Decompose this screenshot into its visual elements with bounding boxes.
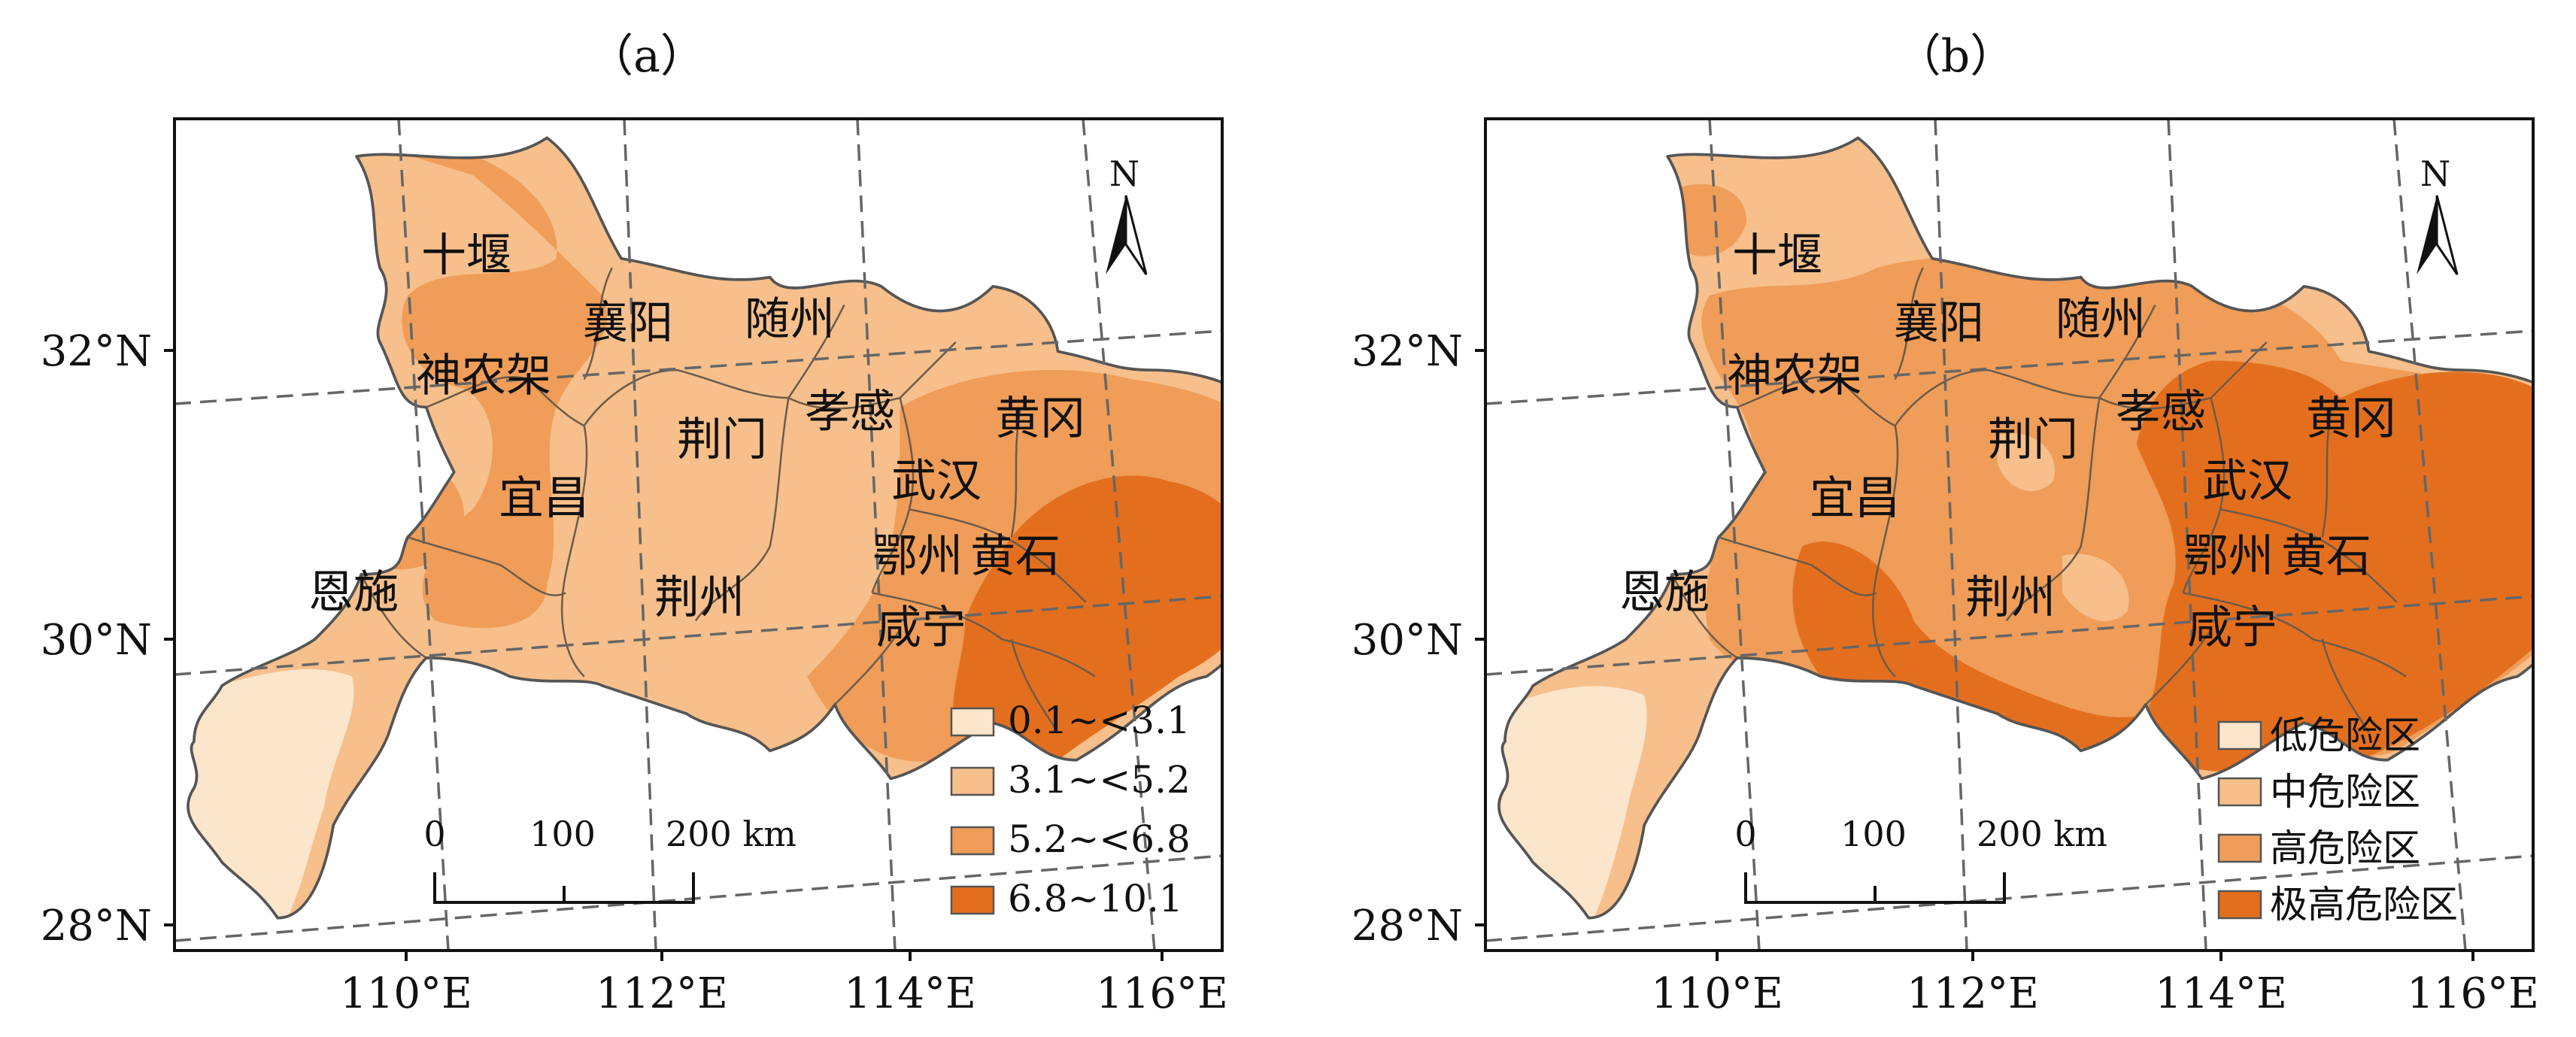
legend-label: 中危险区 xyxy=(2270,770,2420,814)
city-label: 随州 xyxy=(745,293,835,346)
legend-label: 6.8~10.1 xyxy=(1008,877,1183,920)
scale-label: 200 km xyxy=(666,814,796,854)
panel-b-city-labels: 十堰 襄阳 随州 神农架 孝感 黄冈 荆门 宜昌 武汉 恩施 鄂州 黄石 荆州 … xyxy=(1619,229,2396,654)
north-label: N xyxy=(1109,153,1139,194)
city-label: 十堰 xyxy=(421,229,511,282)
city-label: 黄石 xyxy=(2281,530,2371,583)
panel-a-frame xyxy=(173,117,1224,952)
lat-label: 32°N xyxy=(1352,327,1463,376)
panel-a-city-labels: 十堰 襄阳 随州 神农架 孝感 黄冈 荆门 宜昌 武汉 恩施 鄂州 黄石 荆州 … xyxy=(308,229,1085,654)
city-label: 黄石 xyxy=(970,530,1060,583)
lat-label: 28°N xyxy=(41,902,152,951)
city-label: 孝感 xyxy=(805,386,895,438)
legend-label: 3.1~<5.2 xyxy=(1008,758,1191,802)
lon-label: 110°E xyxy=(1651,969,1783,1018)
lat-label: 28°N xyxy=(1352,902,1463,951)
legend-swatch xyxy=(950,885,995,915)
legend-swatch xyxy=(950,766,995,796)
panel-a-north-arrow: N xyxy=(1106,153,1148,275)
north-arrow-icon xyxy=(1124,195,1148,275)
north-arrow-icon xyxy=(2435,195,2459,275)
lon-label: 114°E xyxy=(844,969,976,1018)
city-label: 孝感 xyxy=(2116,386,2206,438)
city-label: 荆州 xyxy=(654,572,745,624)
north-label: N xyxy=(2420,153,2450,194)
legend-label: 极高危险区 xyxy=(2270,883,2458,926)
panel-b-scale-bar: 0 100 200 km xyxy=(1734,814,2107,904)
scale-label: 100 xyxy=(1840,814,1907,854)
panel-b-legend: 低危险区 中危险区 高危险区 极高危险区 xyxy=(2217,714,2458,926)
city-label: 咸宁 xyxy=(876,602,966,654)
lon-label: 116°E xyxy=(1096,969,1228,1018)
panel-b-graticule xyxy=(1485,119,2533,951)
north-arrow-icon xyxy=(2417,196,2437,274)
lon-label: 112°E xyxy=(596,969,728,1018)
city-label: 黄冈 xyxy=(2306,393,2396,445)
legend-swatch xyxy=(950,707,995,737)
lon-label: 110°E xyxy=(340,969,472,1018)
panel-a-scale-bar: 0 100 200 km xyxy=(423,814,796,904)
city-label: 咸宁 xyxy=(2187,602,2277,654)
lon-label: 114°E xyxy=(2155,969,2287,1018)
city-label: 十堰 xyxy=(1732,229,1822,282)
legend-label: 低危险区 xyxy=(2270,714,2420,757)
lat-label: 30°N xyxy=(41,616,152,665)
lat-label: 30°N xyxy=(1352,616,1463,665)
city-label: 黄冈 xyxy=(995,393,1085,445)
panel-a-axes: 32°N 30°N 28°N 110°E 112°E 114°E 116°E xyxy=(41,327,1228,1018)
city-label: 宜昌 xyxy=(1810,472,1900,525)
legend-swatch xyxy=(2217,890,2262,920)
city-label: 鄂州 xyxy=(872,530,963,583)
north-arrow-icon xyxy=(1106,196,1126,274)
lon-label: 112°E xyxy=(1907,969,2039,1018)
city-label: 恩施 xyxy=(1619,566,1710,619)
panel-b: （b） xyxy=(1352,30,2539,1018)
legend-label: 0.1~<3.1 xyxy=(1008,699,1191,742)
scale-label: 0 xyxy=(1734,814,1756,854)
lon-label: 116°E xyxy=(2407,969,2539,1018)
city-label: 神农架 xyxy=(1727,350,1862,402)
scale-label: 100 xyxy=(529,814,596,854)
city-label: 恩施 xyxy=(308,566,399,619)
lat-label: 32°N xyxy=(41,327,152,376)
legend-swatch xyxy=(2217,720,2262,750)
legend-label: 5.2~<6.8 xyxy=(1008,817,1191,861)
city-label: 武汉 xyxy=(2202,455,2292,508)
city-label: 荆门 xyxy=(677,414,767,466)
legend-label: 高危险区 xyxy=(2270,826,2420,870)
scale-label: 0 xyxy=(423,814,445,854)
city-label: 襄阳 xyxy=(1894,297,1984,350)
city-label: 荆州 xyxy=(1965,572,2056,624)
city-label: 鄂州 xyxy=(2183,530,2274,583)
panel-a-label: （a） xyxy=(588,30,705,83)
legend-swatch xyxy=(950,826,995,856)
city-label: 宜昌 xyxy=(499,472,589,525)
city-label: 随州 xyxy=(2056,293,2146,346)
panel-a-graticule xyxy=(174,119,1222,951)
panel-a-legend: 0.1~<3.1 3.1~<5.2 5.2~<6.8 6.8~10.1 xyxy=(950,699,1191,920)
panel-b-frame xyxy=(1484,117,2535,952)
panel-b-label: （b） xyxy=(1896,30,2015,83)
city-label: 武汉 xyxy=(891,455,982,508)
legend-swatch xyxy=(2217,833,2262,863)
legend-swatch xyxy=(2217,777,2262,807)
city-label: 荆门 xyxy=(1988,414,2078,466)
panel-b-north-arrow: N xyxy=(2417,153,2459,275)
panel-a: （a） xyxy=(41,30,1228,1018)
panel-b-axes: 32°N 30°N 28°N 110°E 112°E 114°E 116°E xyxy=(1352,327,2539,1018)
scale-label: 200 km xyxy=(1977,814,2107,854)
city-label: 神农架 xyxy=(416,350,551,402)
city-label: 襄阳 xyxy=(583,297,673,350)
